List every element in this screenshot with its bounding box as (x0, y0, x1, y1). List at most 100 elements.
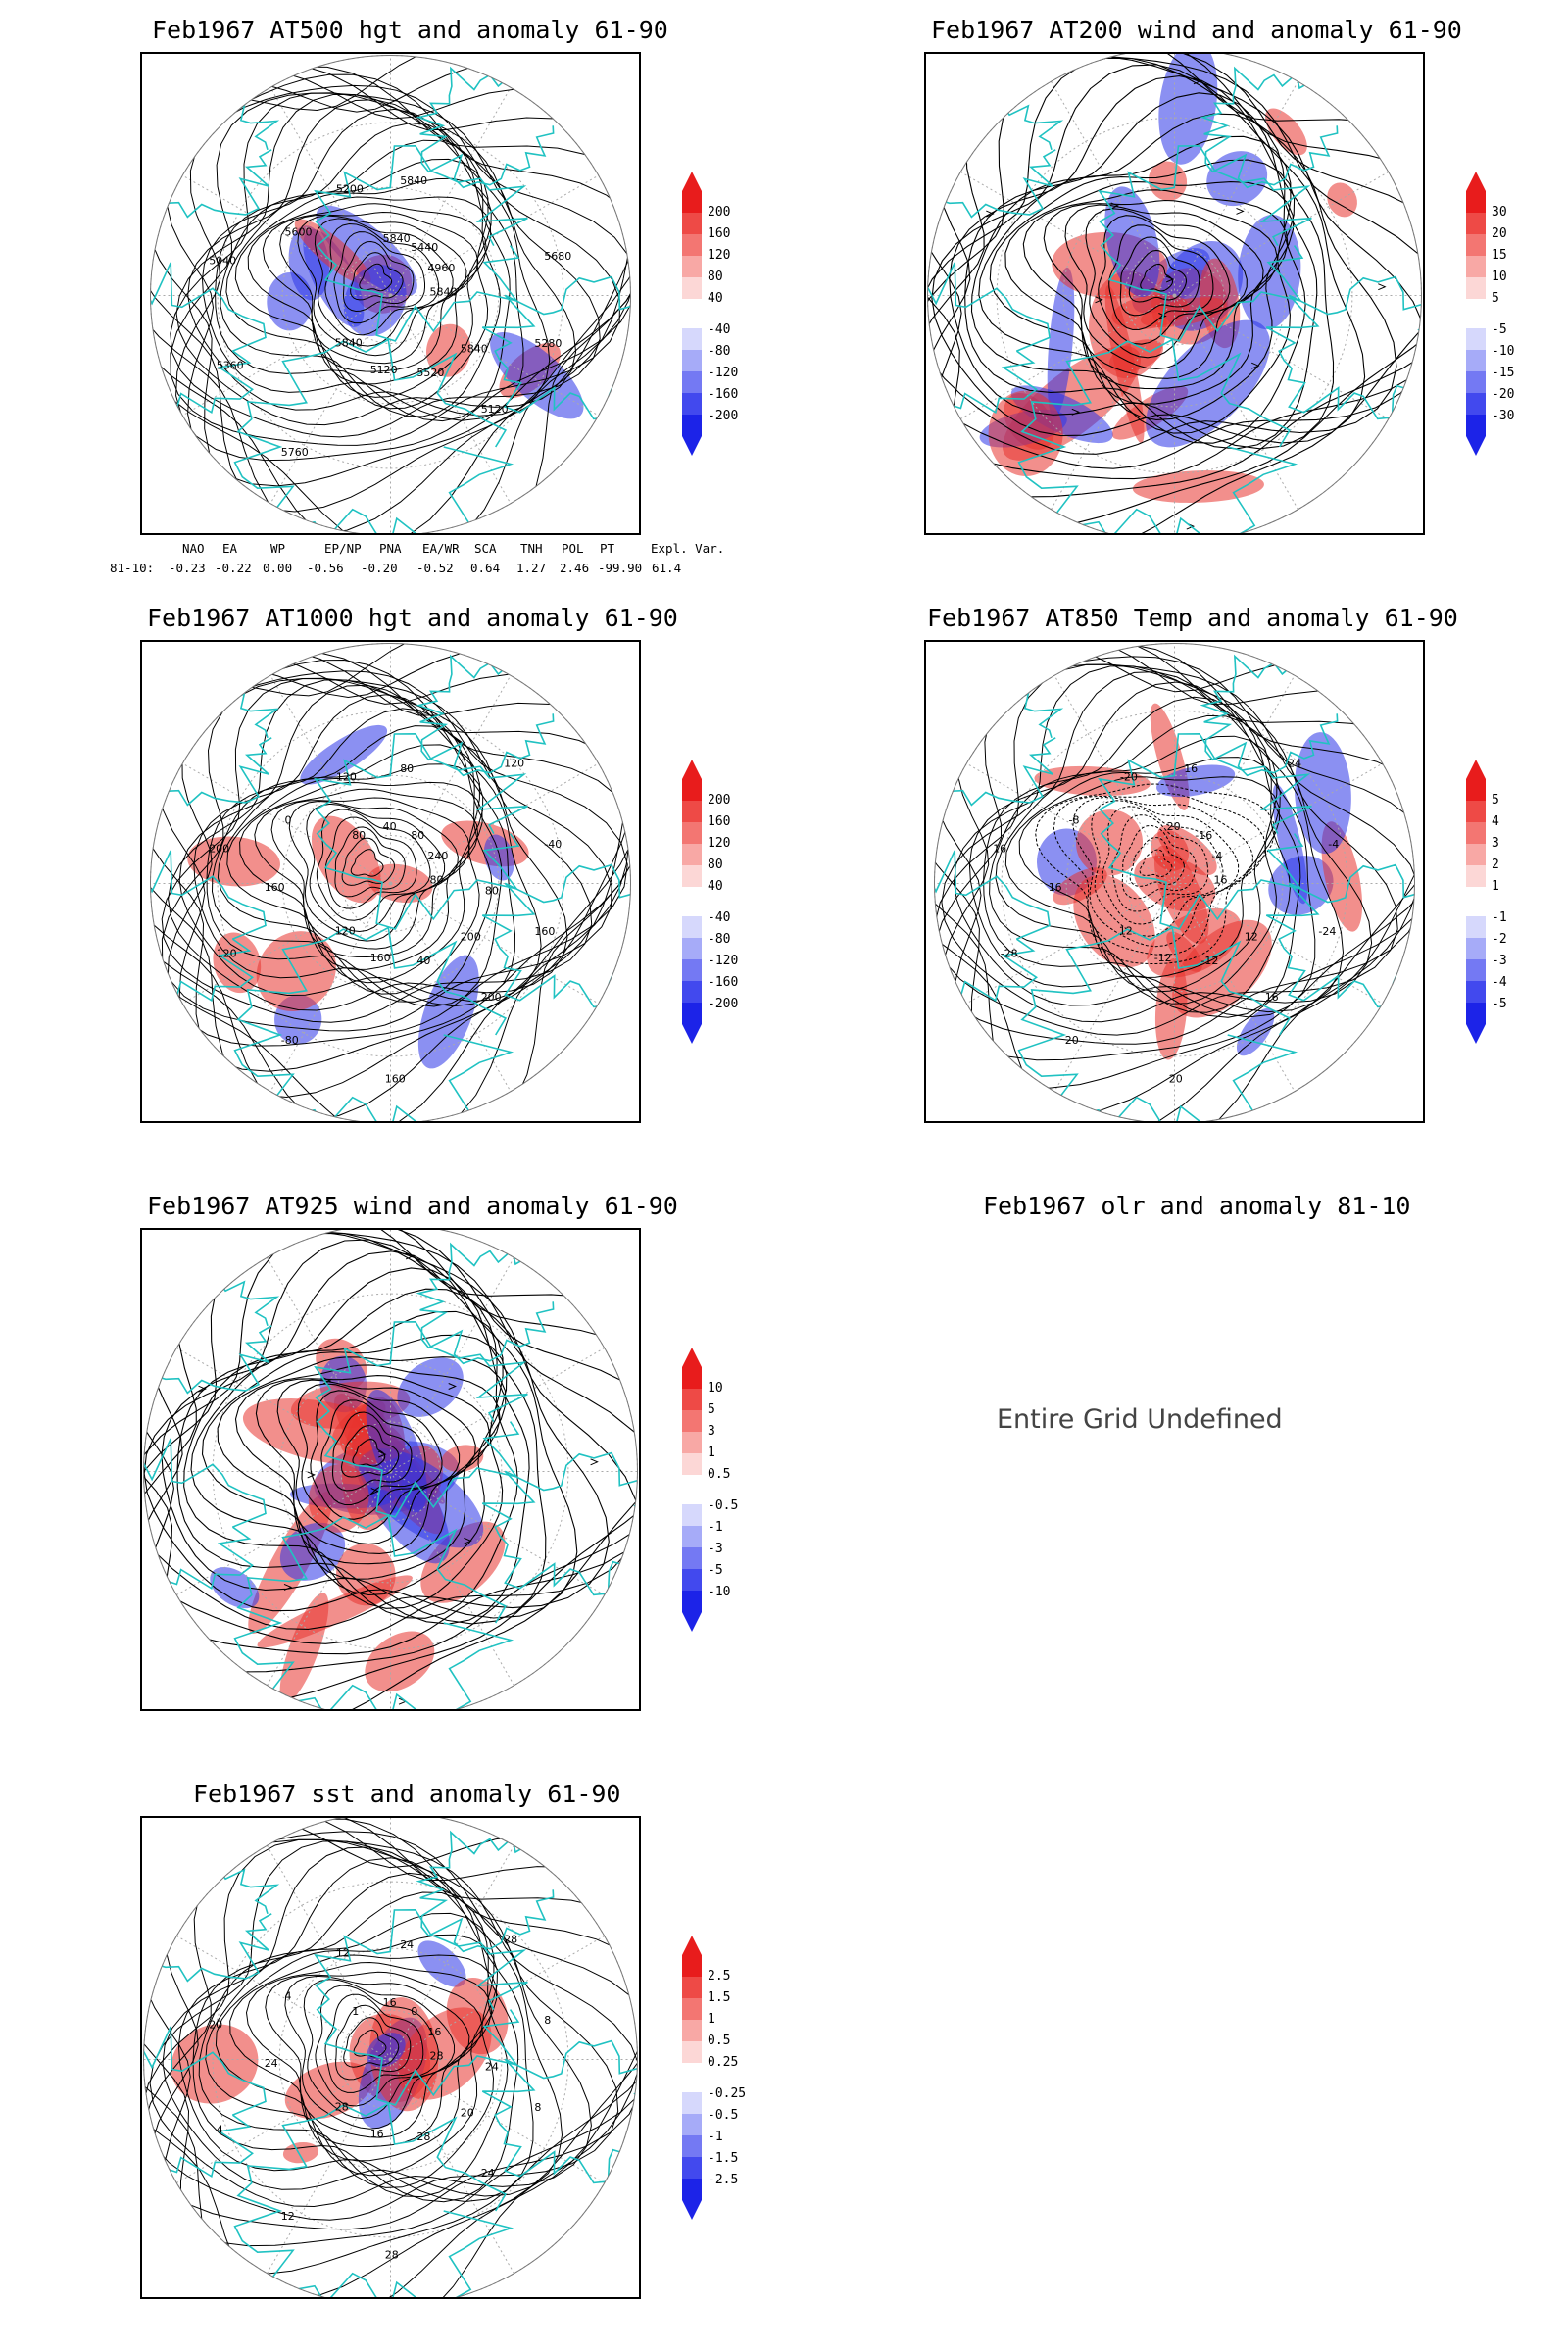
colorbar-swatch (682, 328, 702, 350)
colorbar-label: 200 (708, 205, 731, 220)
colorbar-swatch (1466, 779, 1486, 801)
colorbar-label: -5 (1492, 322, 1507, 337)
contour-label: 24 (1288, 757, 1301, 769)
contour-label: 24 (485, 2061, 499, 2074)
streamline (927, 54, 1422, 498)
colorbar-swatch (682, 393, 702, 415)
colorbar-label: -10 (708, 1585, 731, 1599)
contour-line (148, 1831, 638, 2247)
colorbar-swatch (682, 2063, 702, 2092)
colorbar-label: -40 (708, 322, 731, 337)
contour-label: 160 (534, 925, 555, 938)
streamline (1004, 181, 1295, 405)
coastline (233, 338, 514, 533)
streamline (143, 1230, 638, 1644)
colorbar-swatch (682, 844, 702, 865)
anomaly-blob (1150, 703, 1190, 810)
colorbar-label: 1.5 (708, 1990, 731, 2005)
contour-line (333, 231, 425, 324)
contour-label: 4 (217, 2124, 223, 2136)
colorbar-label: 1 (708, 1446, 715, 1460)
coastline (934, 850, 1051, 1023)
contour-label: 200 (481, 991, 502, 1004)
streamline (1022, 189, 1289, 390)
contour-label: 8 (544, 2014, 551, 2027)
streamline (331, 1411, 413, 1492)
meridian-line (1174, 675, 1296, 884)
meridian-line (270, 883, 391, 1092)
colorbar-swatches (682, 1936, 702, 2220)
colorbar-label: 160 (708, 226, 731, 241)
meridian-line (1051, 81, 1175, 296)
polar-map-u925 (143, 1230, 638, 1709)
colorbar-bottom-arrow (1466, 436, 1486, 456)
meridian-line (1174, 762, 1383, 884)
anomaly-blob (1034, 765, 1151, 797)
coastline (143, 1839, 280, 1983)
contour-line (324, 222, 440, 336)
contour-label: -28 (1001, 948, 1018, 960)
contour-label: 5840 (335, 337, 363, 350)
streamline (143, 1230, 638, 1709)
colorbar-label: 10 (1492, 270, 1507, 284)
colorbar-swatch (682, 1591, 702, 1612)
contour-line (239, 781, 483, 970)
streamline (927, 54, 1422, 533)
contour-label: 5840 (400, 174, 427, 187)
contour-line (1139, 849, 1173, 878)
streamline (970, 113, 1306, 444)
contour-label: -8 (1069, 814, 1080, 827)
colorbar-label: -160 (708, 387, 739, 402)
colorbar-swatch (682, 779, 702, 801)
contour-line (1121, 824, 1197, 900)
contour-line (1091, 800, 1240, 937)
meridian-line (267, 1845, 391, 2060)
anomaly-blob (367, 2033, 406, 2068)
coastline (233, 1514, 514, 1709)
meridian-line (267, 1257, 391, 1472)
contour-line (1102, 806, 1224, 925)
contour-label: 8 (534, 2101, 541, 2114)
meridian-line (270, 295, 391, 504)
contour-line (234, 177, 492, 398)
meridian-line (390, 87, 512, 296)
colorbar-label: -3 (1492, 954, 1507, 968)
colorbar-swatch (682, 415, 702, 436)
meridian-line (1174, 172, 1389, 296)
anomaly-blob (1104, 186, 1160, 298)
contour-line (284, 1975, 470, 2130)
colorbar-swatch (682, 213, 702, 234)
anomaly-blob (1158, 54, 1218, 165)
contour-label: 5120 (481, 403, 509, 416)
contour-label: 1 (352, 2005, 359, 2018)
index-value: -0.22 (215, 561, 252, 575)
colorbar-swatch (682, 822, 702, 844)
meridian-line (182, 174, 391, 296)
contour-line (254, 788, 479, 958)
colorbar-z1000: 200 160 120 80 40 -40 -80 -120 -160 -200 (680, 760, 738, 1048)
meridian-line (960, 295, 1175, 419)
contour-label: 200 (461, 931, 481, 944)
colorbar-swatch (1466, 213, 1486, 234)
colorbar-label: 15 (1492, 248, 1507, 263)
anomaly-blob (1166, 931, 1202, 972)
contour-line (175, 93, 577, 426)
index-header: POL (562, 541, 584, 556)
flow-arrow (1158, 313, 1167, 319)
contour-line (953, 671, 1345, 1013)
flow-arrow (448, 1383, 457, 1390)
anomaly-blob (1272, 784, 1308, 905)
contour-label: 120 (335, 925, 356, 938)
contour-label: 5120 (370, 364, 398, 376)
contour-line (229, 1954, 498, 2162)
streamline (978, 135, 1292, 434)
colorbar-swatch (1466, 277, 1486, 299)
contour-line (168, 679, 568, 1011)
streamline (255, 1375, 491, 1554)
meridian-line (390, 174, 599, 296)
meridian-line (270, 87, 391, 296)
colorbar-label: -3 (708, 1542, 723, 1556)
latitude-circle (278, 1359, 503, 1584)
coastline (314, 1320, 528, 1518)
contour-line (1072, 796, 1254, 948)
